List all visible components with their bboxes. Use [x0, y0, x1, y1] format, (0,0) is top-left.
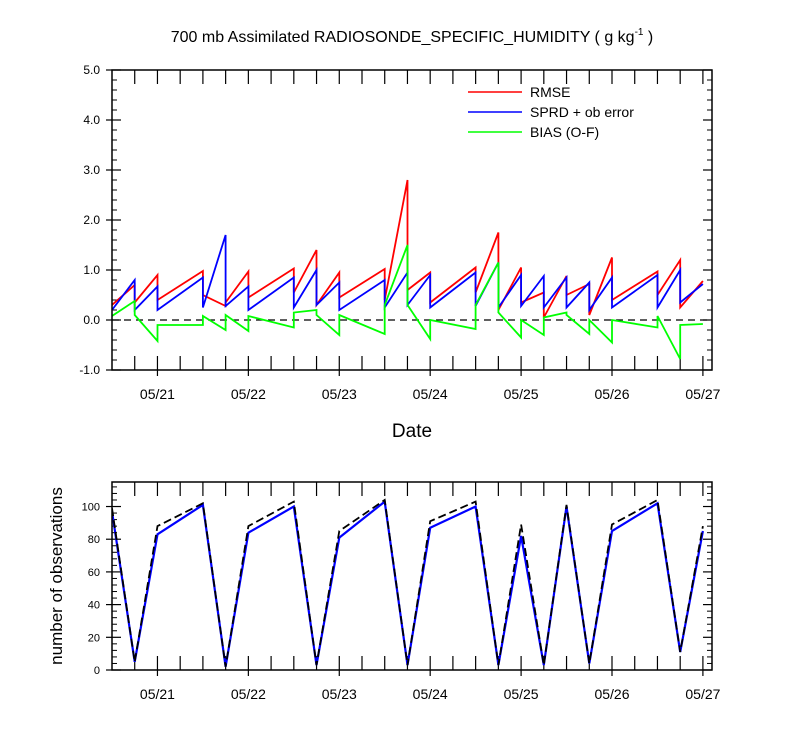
- bottom-ytick-label: 60: [88, 567, 100, 579]
- bottom-ytick-label: 0: [94, 665, 100, 677]
- bottom-panel: 0 20 40 60 80 100 05/21 05/22 05/23 05/24 05/25 05/…: [82, 481, 721, 702]
- top-series-bias-o-f: [112, 244, 703, 360]
- top-ytick-label: 0.0: [83, 313, 100, 327]
- top-plot-frame: [111, 69, 713, 371]
- chart-title-end: ): [643, 29, 653, 46]
- chart-title: 700 mb Assimilated RADIOSONDE_SPECIFIC_H…: [171, 27, 654, 46]
- top-series-sprd-ob-error: [112, 234, 704, 313]
- top-xtick-label: 05/24: [413, 386, 448, 402]
- top-x-axis-label: Date: [392, 421, 432, 442]
- legend-label-rmse: RMSE: [530, 84, 570, 100]
- bottom-y-axis-label: number of observations: [47, 487, 66, 665]
- bottom-xtick-label: 05/25: [504, 686, 539, 702]
- top-xtick-label: 05/26: [594, 386, 629, 402]
- top-ytick-label: -1.0: [79, 363, 100, 377]
- chart-title-main: 700 mb Assimilated RADIOSONDE_SPECIFIC_H…: [171, 29, 635, 46]
- legend: RMSE SPRD + ob error BIAS (O-F): [468, 84, 634, 140]
- bottom-ytick-label: 40: [88, 600, 100, 612]
- top-ytick-label: 4.0: [83, 113, 100, 127]
- bottom-marks: 0 20 40 60 80 100 05/21 05/22 05/23 05/24 05/25 05/…: [82, 482, 721, 702]
- bottom-ytick-label: 20: [88, 632, 100, 644]
- top-panel: -1.0 0.0 1.0 2.0 3.0 4.0 5.0 05/21 05/22 05/23 05/…: [79, 63, 720, 402]
- top-xtick-label: 05/21: [140, 386, 175, 402]
- bottom-series-observations-possible: [112, 498, 704, 667]
- top-marks: -1.0 0.0 1.0 2.0 3.0 4.0 5.0 05/21 05/22 05/23 05/…: [79, 63, 720, 402]
- bottom-xtick-label: 05/24: [413, 686, 448, 702]
- bottom-xtick-label: 05/21: [140, 686, 175, 702]
- top-ytick-label: 1.0: [83, 263, 100, 277]
- top-ytick-label: 3.0: [83, 163, 100, 177]
- bottom-series-observations-used: [112, 499, 704, 667]
- legend-label-sprd: SPRD + ob error: [530, 104, 634, 120]
- bottom-xtick-label: 05/26: [594, 686, 629, 702]
- bottom-xtick-label: 05/22: [231, 686, 266, 702]
- legend-label-bias: BIAS (O-F): [530, 124, 599, 140]
- top-xtick-label: 05/22: [231, 386, 266, 402]
- bottom-plot-frame: [111, 481, 713, 671]
- top-xtick-label: 05/25: [504, 386, 539, 402]
- bottom-xtick-label: 05/23: [322, 686, 357, 702]
- top-ytick-label: 2.0: [83, 213, 100, 227]
- chart-title-superscript: -1: [635, 27, 644, 38]
- top-ytick-label: 5.0: [83, 63, 100, 77]
- top-xtick-label: 05/23: [322, 386, 357, 402]
- bottom-ytick-label: 100: [82, 502, 100, 514]
- top-xtick-label: 05/27: [685, 386, 720, 402]
- bottom-xtick-label: 05/27: [685, 686, 720, 702]
- bottom-ytick-label: 80: [88, 534, 100, 546]
